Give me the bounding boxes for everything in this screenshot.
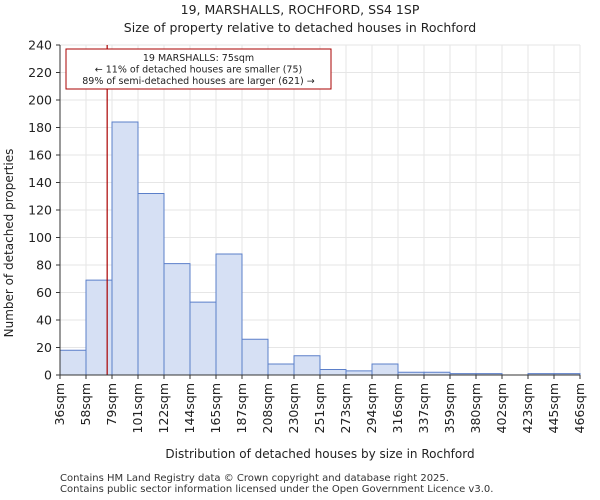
- x-tick-label: 380sqm: [468, 383, 483, 433]
- y-tick-label: 140: [28, 175, 52, 190]
- x-axis-label: Distribution of detached houses by size …: [165, 447, 474, 461]
- chart-subtitle: Size of property relative to detached ho…: [124, 20, 476, 35]
- x-tick-label: 466sqm: [572, 383, 587, 433]
- property-marker: 19 MARSHALLS: 75sqm← 11% of detached hou…: [65, 45, 332, 375]
- y-tick-label: 180: [28, 120, 52, 135]
- bar: [241, 338, 269, 376]
- bar: [59, 349, 87, 376]
- bar: [293, 355, 321, 376]
- bar: [345, 370, 373, 376]
- bar: [163, 263, 191, 376]
- y-tick-label: 220: [28, 65, 52, 80]
- x-tick-label: 402sqm: [494, 383, 509, 433]
- y-tick-label: 20: [36, 340, 52, 355]
- y-tick-label: 60: [36, 285, 52, 300]
- x-tick-label: 79sqm: [104, 383, 119, 426]
- bar: [215, 253, 243, 376]
- x-tick-label: 58sqm: [78, 383, 93, 426]
- x-tick-label: 337sqm: [416, 383, 431, 433]
- x-tick-label: 187sqm: [234, 383, 249, 433]
- x-tick-label: 122sqm: [156, 383, 171, 433]
- y-tick-label: 160: [28, 148, 52, 163]
- annotation-line: 19 MARSHALLS: 75sqm: [143, 53, 254, 64]
- footer-licence: Contains public sector information licen…: [60, 484, 494, 495]
- x-tick-label: 36sqm: [52, 383, 67, 426]
- x-tick-label: 101sqm: [130, 383, 145, 433]
- y-tick-label: 240: [28, 38, 52, 53]
- x-tick-label: 208sqm: [260, 383, 275, 433]
- x-tick-labels: 36sqm 58sqm 79sqm 101sqm 122sqm 144sqm 165sqm 1…: [52, 375, 587, 433]
- x-tick-label: 294sqm: [364, 383, 379, 433]
- bar: [267, 363, 295, 376]
- y-tick-label: 0: [44, 368, 52, 383]
- y-tick-labels: 0 20 40 60 80 100 120 140 160 180 200 220 240: [28, 38, 60, 383]
- bar: [85, 279, 113, 376]
- bar: [111, 121, 139, 376]
- bar: [137, 193, 165, 376]
- x-tick-label: 251sqm: [312, 383, 327, 433]
- y-tick-label: 100: [28, 230, 52, 245]
- x-tick-label: 273sqm: [338, 383, 353, 433]
- x-tick-label: 359sqm: [442, 383, 457, 433]
- annotation-box: [65, 48, 332, 90]
- x-tick-label: 423sqm: [520, 383, 535, 433]
- y-tick-label: 200: [28, 93, 52, 108]
- annotation-line: ← 11% of detached houses are smaller (75…: [95, 65, 302, 76]
- bar: [371, 363, 399, 376]
- y-tick-label: 80: [36, 258, 52, 273]
- y-tick-label: 40: [36, 313, 52, 328]
- bar: [189, 301, 217, 376]
- y-tick-label: 120: [28, 203, 52, 218]
- x-tick-label: 316sqm: [390, 383, 405, 433]
- histogram-chart: 19, MARSHALLS, ROCHFORD, SS4 1SP Size of…: [2, 2, 587, 461]
- footer-copyright: Contains HM Land Registry data © Crown c…: [60, 473, 449, 484]
- y-axis-label: Number of detached properties: [2, 149, 16, 338]
- x-tick-label: 144sqm: [182, 383, 197, 433]
- x-tick-label: 445sqm: [546, 383, 561, 433]
- chart-title: 19, MARSHALLS, ROCHFORD, SS4 1SP: [181, 2, 420, 17]
- x-tick-label: 165sqm: [208, 383, 223, 433]
- x-tick-label: 230sqm: [286, 383, 301, 433]
- bar: [319, 369, 347, 376]
- annotation-line: 89% of semi-detached houses are larger (…: [82, 76, 315, 87]
